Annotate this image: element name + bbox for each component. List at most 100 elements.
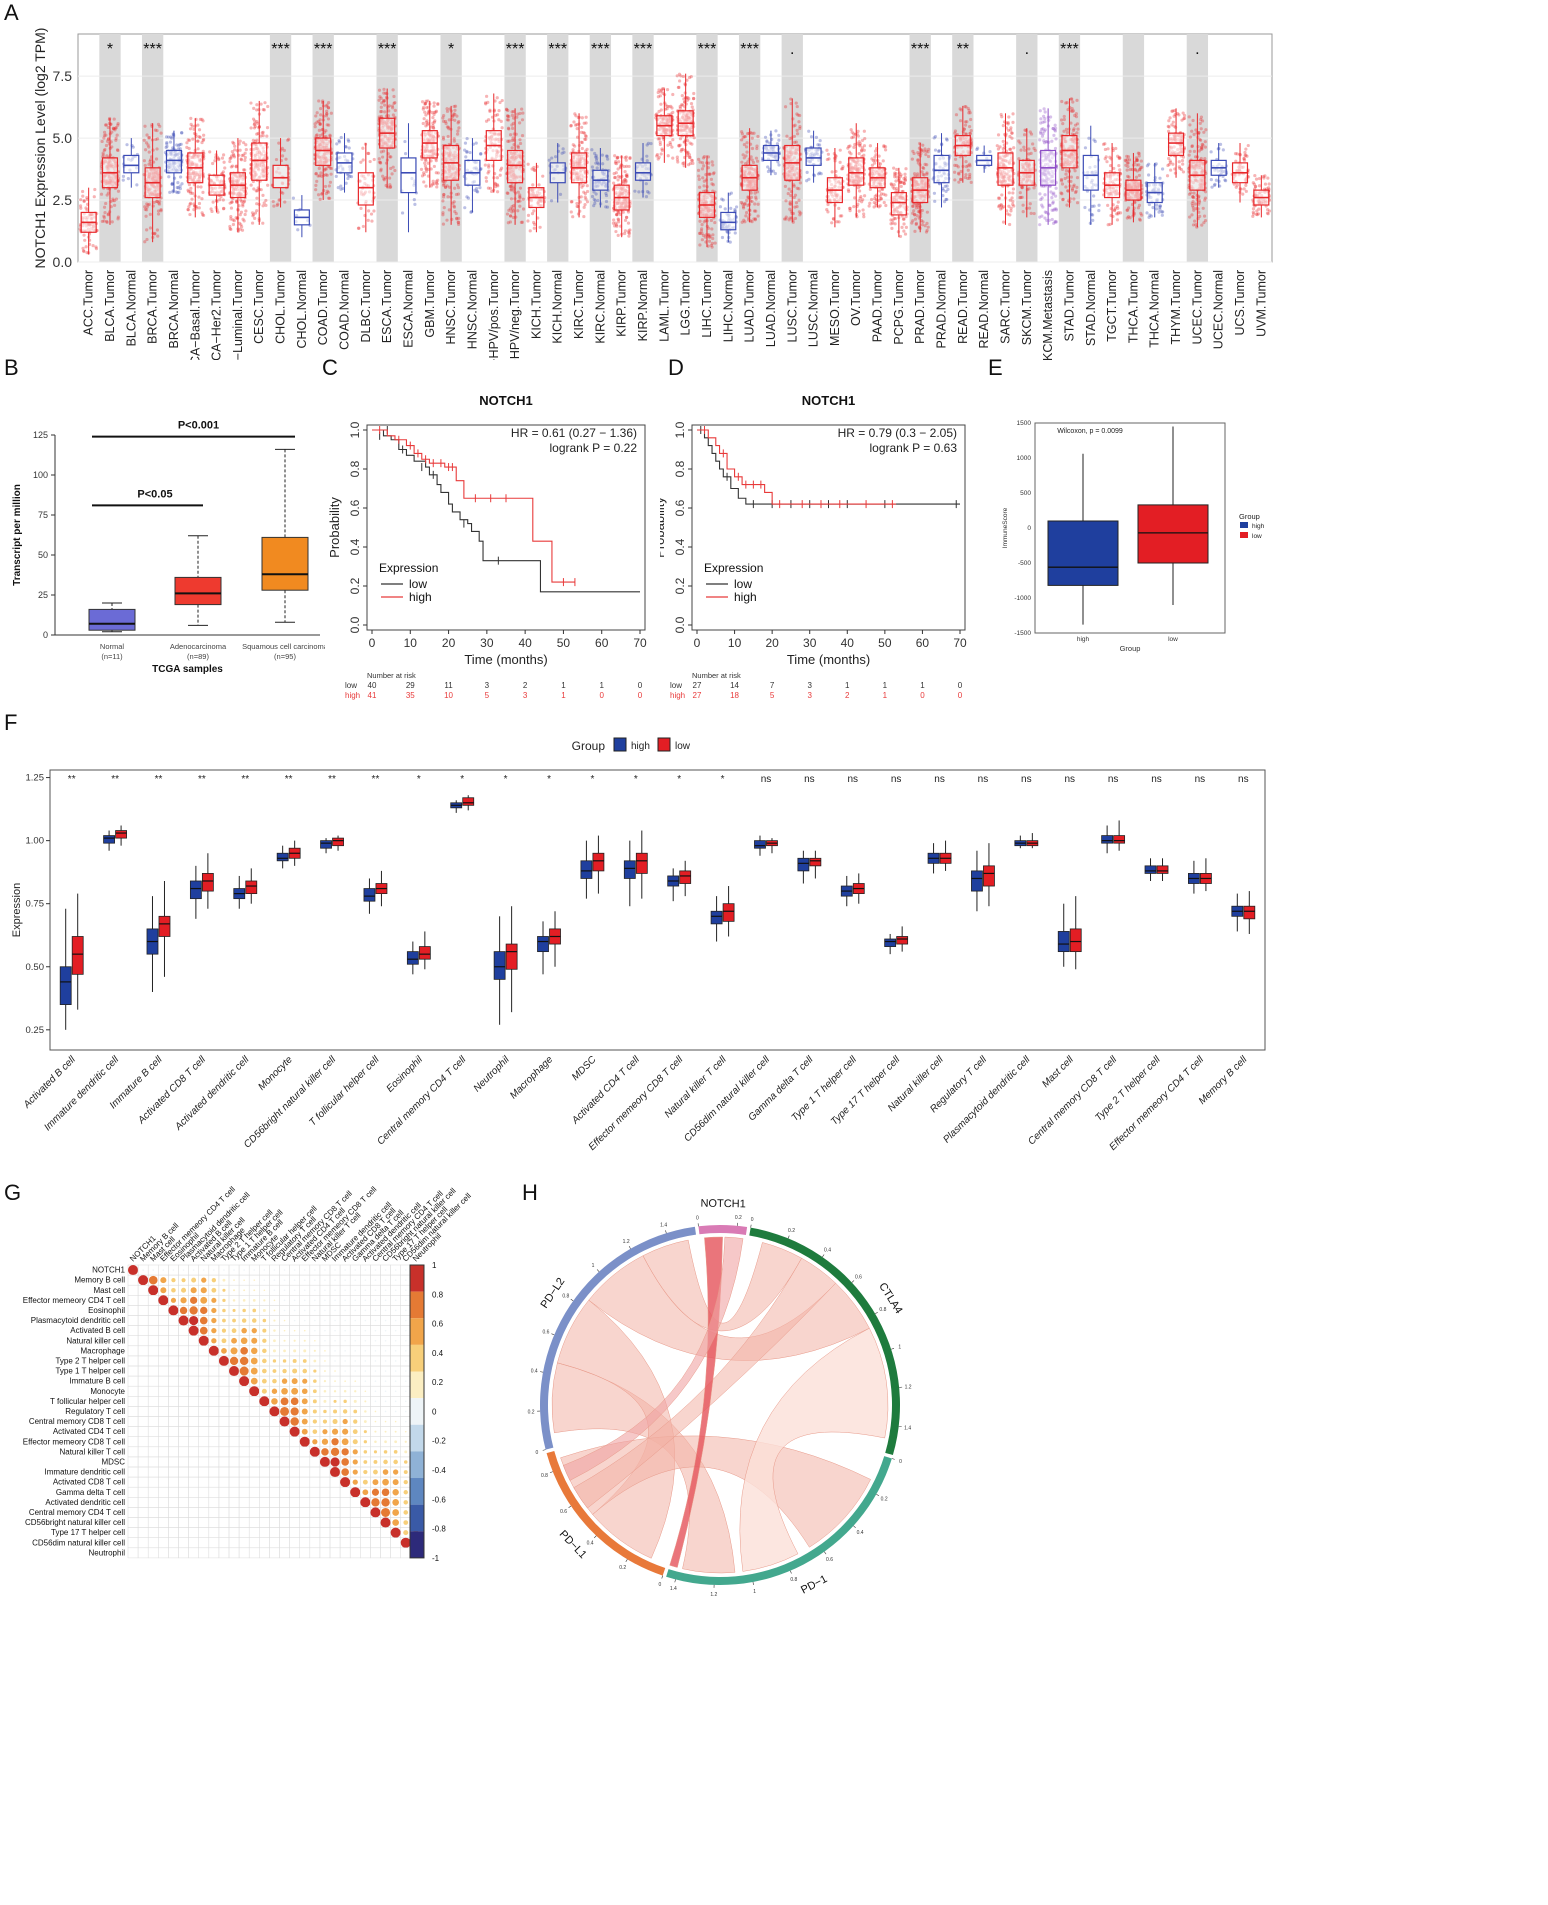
jitter-point (447, 118, 451, 122)
jitter-point (198, 117, 202, 121)
jitter-point (718, 205, 723, 209)
jitter-point (238, 148, 242, 152)
jitter-point (250, 211, 255, 215)
jitter-point (794, 201, 799, 205)
jitter-point (703, 235, 707, 239)
jitter-point (495, 176, 499, 180)
jitter-point (569, 210, 573, 214)
jitter-point (818, 171, 822, 175)
jitter-point (156, 234, 160, 238)
jitter-point (745, 150, 749, 154)
jitter-point (379, 105, 383, 109)
jitter-point (83, 238, 87, 242)
jitter-point (167, 175, 171, 179)
jitter-point (571, 215, 575, 219)
jitter-point (933, 199, 937, 203)
jitter-point (882, 200, 886, 205)
jitter-point (645, 159, 649, 163)
jitter-point (816, 143, 820, 147)
jitter-point (423, 161, 427, 165)
jitter-point (741, 153, 745, 157)
jitter-point (106, 213, 110, 217)
significance-label: *** (506, 41, 525, 58)
jitter-point (862, 215, 866, 219)
jitter-point (189, 116, 193, 120)
jitter-point (286, 138, 290, 142)
jitter-point (145, 205, 149, 209)
x-tick-label: HNSC−HPV/neg.Tumor (508, 270, 522, 360)
jitter-point (189, 189, 193, 194)
jitter-point (660, 87, 664, 91)
x-tick-label: ESCA.Normal (401, 270, 415, 348)
jitter-point (753, 191, 757, 195)
jitter-point (228, 224, 232, 229)
jitter-point (510, 113, 515, 117)
jitter-point (143, 207, 147, 211)
jitter-point (456, 220, 461, 225)
jitter-point (106, 125, 110, 130)
jitter-point (700, 238, 704, 242)
jitter-point (339, 135, 343, 140)
jitter-point (526, 219, 530, 223)
jitter-point (678, 79, 682, 83)
jitter-point (616, 233, 620, 237)
jitter-point (633, 189, 637, 193)
jitter-point (550, 156, 554, 160)
jitter-point (856, 134, 860, 138)
jitter-point (582, 214, 586, 219)
jitter-point (263, 101, 267, 105)
jitter-point (881, 159, 885, 163)
jitter-point (484, 102, 488, 106)
jitter-point (116, 148, 120, 153)
jitter-point (926, 150, 930, 154)
jitter-point (252, 126, 257, 130)
jitter-point (750, 136, 754, 140)
jitter-point (596, 198, 600, 203)
jitter-point (241, 204, 245, 208)
jitter-point (755, 144, 759, 148)
jitter-point (126, 177, 130, 181)
jitter-point (649, 141, 653, 146)
jitter-point (187, 183, 192, 187)
jitter-point (454, 211, 458, 216)
jitter-point (580, 146, 584, 151)
jitter-point (707, 239, 712, 243)
jitter-point (176, 186, 180, 190)
jitter-point (382, 178, 386, 182)
x-tick-label: CHOL.Tumor (274, 270, 288, 344)
jitter-point (441, 222, 446, 226)
jitter-point (361, 158, 365, 162)
jitter-point (168, 190, 172, 194)
jitter-point (500, 126, 504, 130)
x-tick-label: BRCA.Tumor (146, 270, 160, 344)
jitter-point (612, 181, 616, 185)
x-tick-label: DLBC.Tumor (359, 270, 373, 342)
jitter-point (957, 180, 961, 184)
jitter-point (604, 199, 609, 204)
jitter-point (314, 183, 318, 187)
y-axis-label: NOTCH1 Expression Level (log2 TPM) (32, 28, 48, 269)
jitter-point (426, 99, 430, 103)
jitter-point (647, 191, 651, 195)
jitter-point (795, 186, 799, 190)
significance-label: *** (698, 41, 717, 58)
jitter-point (463, 148, 467, 152)
jitter-point (851, 135, 856, 139)
jitter-point (616, 178, 620, 182)
jitter-point (153, 231, 157, 235)
jitter-point (178, 187, 182, 191)
box (890, 192, 907, 216)
jitter-point (969, 117, 973, 122)
jitter-point (594, 161, 598, 165)
jitter-point (243, 212, 247, 217)
jitter-point (188, 127, 193, 131)
jitter-point (105, 193, 109, 197)
jitter-point (783, 184, 788, 188)
jitter-point (201, 213, 206, 218)
jitter-point (242, 141, 246, 145)
jitter-point (616, 218, 621, 222)
jitter-point (170, 182, 174, 186)
jitter-point (262, 108, 266, 112)
jitter-point (702, 220, 706, 224)
jitter-point (528, 229, 532, 233)
